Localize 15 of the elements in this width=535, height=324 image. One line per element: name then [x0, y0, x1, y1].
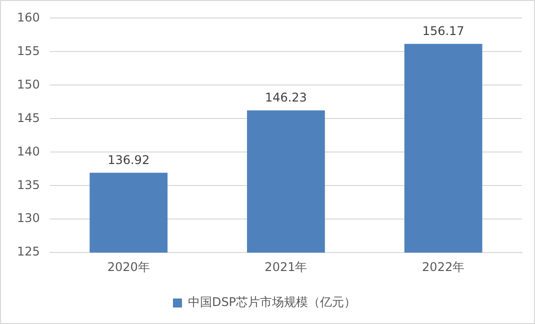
y-tick-label: 130	[17, 211, 40, 226]
y-tick-label: 150	[17, 77, 40, 92]
data-label: 156.17	[422, 24, 464, 38]
y-tick-label: 145	[17, 110, 40, 125]
y-tick-label: 155	[17, 44, 40, 58]
y-tick-label: 140	[17, 144, 40, 158]
x-tick-label: 2022年	[422, 260, 465, 274]
x-tick-label: 2020年	[107, 260, 150, 274]
y-tick-label: 125	[17, 244, 40, 259]
y-tick-label: 135	[17, 178, 40, 192]
legend-label: 中国DSP芯片市场规模（亿元）	[188, 295, 356, 310]
data-label: 136.92	[108, 152, 150, 167]
x-tick-label: 2021年	[264, 260, 308, 274]
y-tick-label: 160	[17, 10, 40, 24]
data-label: 146.23	[264, 90, 307, 105]
